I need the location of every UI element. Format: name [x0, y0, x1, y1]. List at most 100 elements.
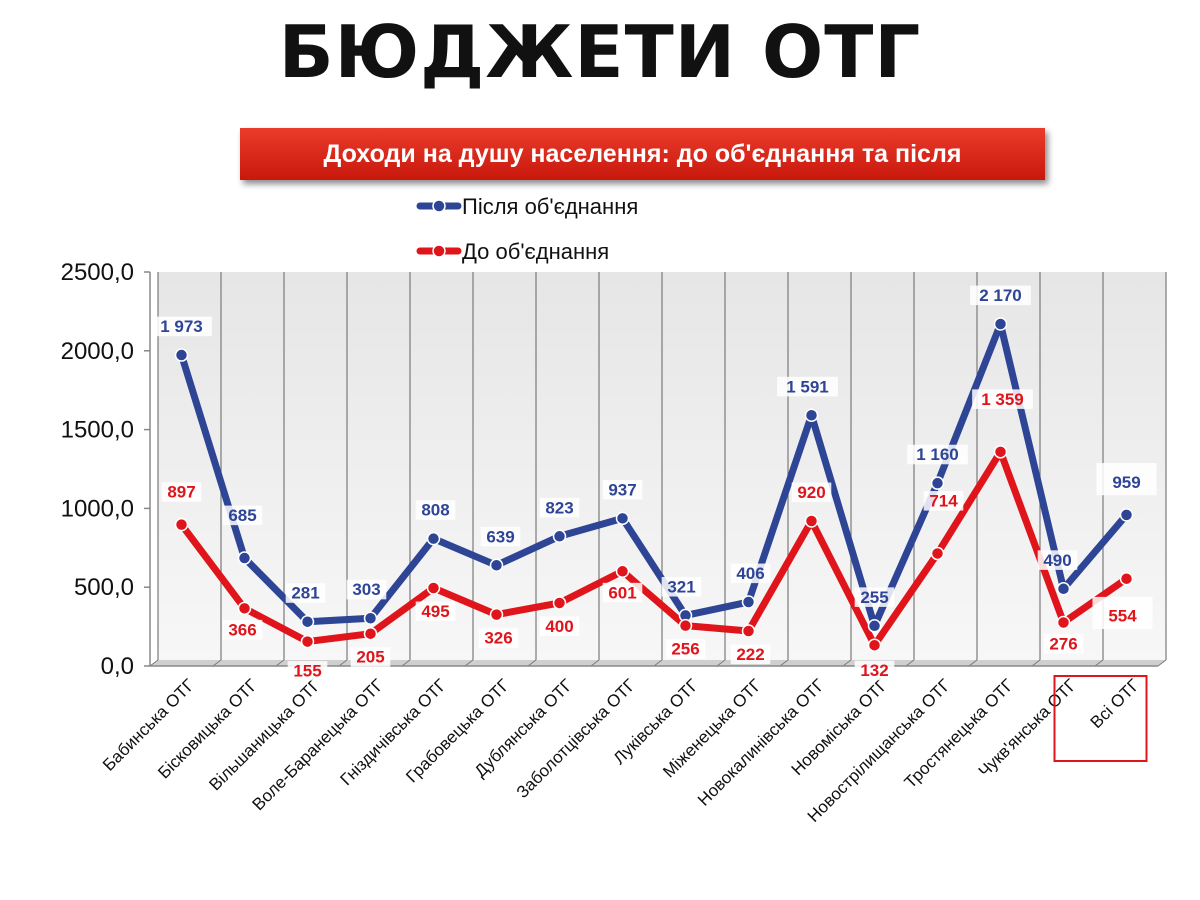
x-tick-label: Тростянецька ОТГ: [901, 675, 1018, 792]
grid-line-floor: [590, 659, 600, 667]
data-label-bg-before: [791, 482, 832, 503]
series-marker-after: [867, 619, 882, 633]
y-tick-label: 0,0: [101, 653, 134, 680]
series-marker-after: [426, 531, 441, 546]
data-label-bg-before: [1092, 596, 1153, 630]
grid-line-floor: [653, 659, 663, 667]
grid-line-floor: [842, 659, 852, 667]
x-tick-label: Гніздичівська ОТГ: [337, 675, 451, 789]
data-label-bg-after: [415, 500, 456, 520]
data-label-bg-after: [285, 583, 326, 603]
series-marker-after: [930, 476, 945, 490]
data-label-after: 1 973: [160, 317, 203, 336]
highlight-box: [1053, 675, 1148, 762]
data-label-bg-before: [222, 619, 263, 640]
data-label-bg-before: [350, 647, 391, 667]
data-label-bg-before: [972, 389, 1033, 409]
data-label-after: 2 170: [979, 286, 1022, 305]
series-marker-before: [552, 596, 567, 610]
page-title: БЮДЖЕТИ ОТГ: [278, 10, 922, 94]
data-label-bg-after: [907, 444, 968, 465]
grid-line-floor: [968, 659, 978, 667]
data-label-bg-before: [539, 616, 580, 637]
series-marker-before: [804, 514, 819, 528]
legend-label-before: До об'єднання: [462, 239, 609, 264]
data-label-before: 326: [484, 629, 512, 648]
grid-line-floor: [716, 659, 726, 667]
data-label-bg-before: [161, 482, 202, 502]
data-label-bg-after: [777, 376, 838, 397]
data-label-bg-before: [854, 660, 895, 681]
data-label-after: 1 591: [786, 377, 829, 396]
x-tick-label: Новокалинівська ОТГ: [694, 675, 828, 809]
data-label-bg-after: [480, 526, 521, 547]
data-label-after: 1 160: [916, 445, 959, 464]
grid-line-floor: [1094, 659, 1104, 667]
data-label-after: 959: [1112, 473, 1140, 492]
data-label-before: 554: [1108, 607, 1137, 626]
grid-line-floor: [905, 659, 915, 667]
data-label-before: 400: [545, 617, 573, 636]
data-label-bg-after: [222, 505, 263, 526]
data-label-bg-after: [854, 587, 895, 607]
data-label-after: 303: [352, 580, 380, 599]
grid-line-floor: [1157, 659, 1167, 667]
data-label-bg-after: [730, 563, 771, 584]
grid-line-floor: [527, 659, 537, 667]
series-marker-after: [741, 595, 756, 609]
data-label-before: 132: [860, 661, 888, 680]
data-label-before: 601: [608, 583, 636, 602]
y-tick-label: 500,0: [74, 574, 134, 601]
series-marker-before: [867, 638, 882, 652]
data-label-bg-before: [287, 661, 328, 681]
data-label-after: 823: [545, 498, 573, 517]
grid-line-floor: [275, 659, 285, 667]
series-marker-after: [1119, 508, 1134, 522]
subtitle-banner: Доходи на душу населення: до об'єднання …: [240, 128, 1045, 180]
series-marker-after: [174, 348, 189, 362]
series-marker-before: [489, 607, 504, 622]
series-marker-after: [552, 529, 567, 544]
grid-line-floor: [401, 659, 411, 667]
series-marker-before: [174, 517, 189, 532]
data-label-after: 255: [860, 588, 888, 607]
legend-label-after: Після об'єднання: [462, 194, 638, 219]
series-marker-after: [993, 317, 1008, 331]
series-marker-before: [1119, 571, 1134, 586]
grid-line-floor: [464, 659, 474, 667]
y-tick-label: 1500,0: [61, 417, 134, 444]
y-tick-label: 2500,0: [61, 259, 134, 286]
data-label-bg-before: [665, 639, 706, 659]
data-label-before: 1 359: [981, 390, 1024, 409]
data-label-bg-after: [346, 579, 387, 600]
grid-line-floor: [212, 659, 222, 667]
series-marker-before: [741, 624, 756, 638]
y-tick-label: 1000,0: [61, 495, 134, 522]
x-tick-label: Всі ОТГ: [1087, 675, 1144, 732]
grid-line-floor: [1031, 659, 1041, 667]
series-marker-after: [1056, 582, 1071, 596]
series-line-before: [178, 448, 1130, 649]
data-label-before: 222: [736, 645, 764, 664]
series-marker-after: [363, 611, 378, 625]
data-label-bg-after: [539, 497, 580, 518]
data-label-bg-after: [1096, 463, 1157, 496]
data-label-bg-before: [1043, 634, 1084, 654]
series-marker-before: [1056, 615, 1071, 630]
data-label-before: 276: [1049, 635, 1077, 654]
legend-marker-before: [432, 244, 446, 258]
series-marker-after: [615, 511, 630, 526]
data-label-bg-before: [923, 491, 964, 511]
data-label-after: 808: [421, 501, 449, 520]
data-label-before: 155: [293, 662, 321, 681]
data-label-bg-before: [415, 601, 456, 622]
series-marker-before: [678, 618, 693, 633]
data-label-after: 321: [667, 577, 695, 596]
data-label-bg-before: [730, 644, 771, 665]
y-tick-label: 2000,0: [61, 338, 134, 365]
data-label-after: 281: [291, 584, 319, 603]
data-label-before: 495: [421, 602, 449, 621]
series-line-after: [178, 320, 1130, 630]
data-label-before: 205: [356, 648, 384, 667]
series-marker-before: [363, 626, 378, 641]
